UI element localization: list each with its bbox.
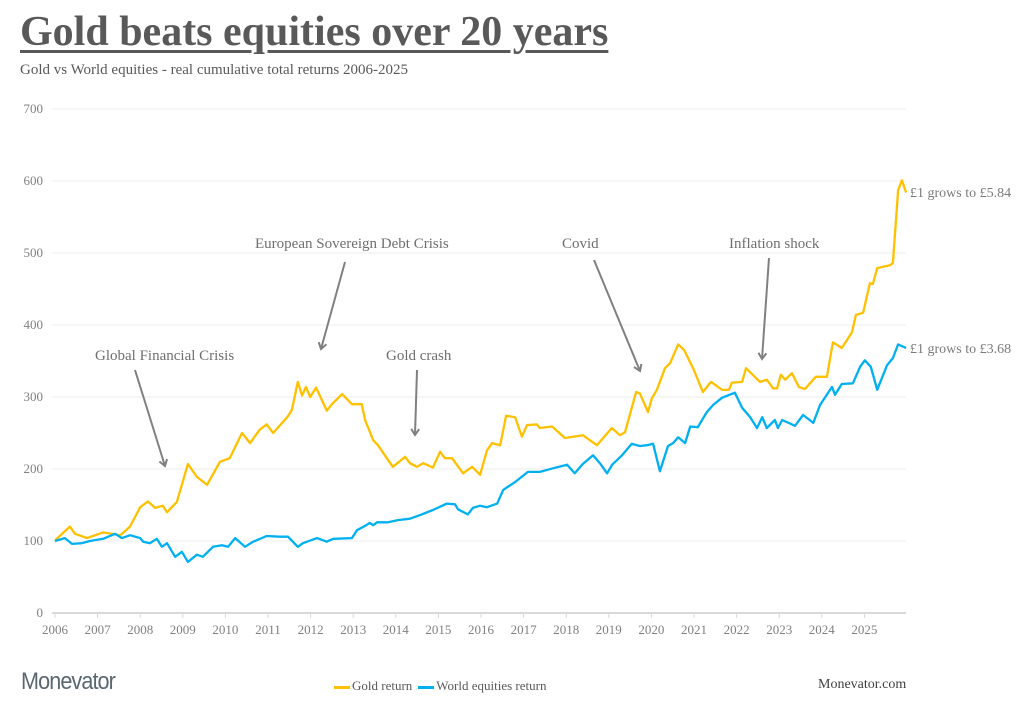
x-tick-label: 2011: [255, 622, 281, 637]
equities-end-label: £1 grows to £3.68: [910, 342, 1011, 357]
chart-subtitle: Gold vs World equities - real cumulative…: [20, 62, 409, 78]
annotation-covid: Covid: [562, 236, 599, 252]
legend-label-equities: World equities return: [436, 678, 547, 693]
chart-title: Gold beats equities over 20 years: [20, 9, 609, 55]
x-tick-label: 2012: [298, 622, 324, 637]
world-equities-return-line: [54, 343, 907, 564]
annotation-arrow: [757, 257, 770, 361]
y-tick-label: 300: [24, 389, 44, 404]
y-tick-label: 600: [24, 173, 44, 188]
site-url: Monevator.com: [818, 677, 907, 692]
annotation-arrow: [410, 369, 420, 437]
x-tick-label: 2009: [170, 622, 196, 637]
x-tick-label: 2014: [383, 622, 410, 637]
annotation-arrow: [593, 259, 643, 373]
gold-return-line: [54, 179, 908, 542]
gold-end-label: £1 grows to £5.84: [910, 186, 1011, 201]
x-tick-label: 2022: [724, 622, 750, 637]
x-tick-label: 2015: [425, 622, 451, 637]
legend-swatch-equities: [418, 685, 435, 689]
y-tick-label: 400: [24, 317, 44, 332]
x-tick-label: 2006: [42, 622, 69, 637]
y-tick-label: 500: [24, 245, 44, 260]
x-tick-label: 2021: [681, 622, 707, 637]
x-tick-label: 2020: [638, 622, 664, 637]
annotation-global-financial-crisis: Global Financial Crisis: [95, 348, 234, 364]
annotation-european-debt-crisis: European Sovereign Debt Crisis: [255, 236, 449, 252]
x-tick-label: 2018: [553, 622, 579, 637]
y-tick-label: 0: [37, 605, 44, 620]
monevator-logo: Monevator: [21, 668, 116, 695]
legend-item-equities: World equities return: [418, 678, 546, 694]
annotation-arrow: [134, 369, 168, 468]
legend-label-gold: Gold return: [352, 678, 413, 693]
legend: Gold return World equities return: [334, 678, 546, 694]
legend-swatch-gold: [334, 685, 350, 689]
x-tick-label: 2025: [851, 622, 877, 637]
x-tick-label: 2013: [340, 622, 366, 637]
y-tick-label: 200: [24, 461, 44, 476]
annotation-inflation-shock: Inflation shock: [729, 236, 820, 252]
y-tick-label: 100: [24, 533, 44, 548]
annotation-gold-crash: Gold crash: [386, 348, 452, 364]
x-tick-label: 2008: [127, 622, 153, 637]
x-tick-label: 2007: [85, 622, 112, 637]
x-tick-label: 2024: [809, 622, 836, 637]
x-tick-label: 2017: [511, 622, 538, 637]
y-tick-label: 700: [24, 101, 44, 116]
x-tick-label: 2023: [766, 622, 792, 637]
annotation-arrow: [317, 261, 346, 351]
legend-item-gold: Gold return: [334, 678, 412, 694]
x-tick-label: 2010: [212, 622, 238, 637]
x-tick-label: 2019: [596, 622, 622, 637]
x-tick-label: 2016: [468, 622, 495, 637]
